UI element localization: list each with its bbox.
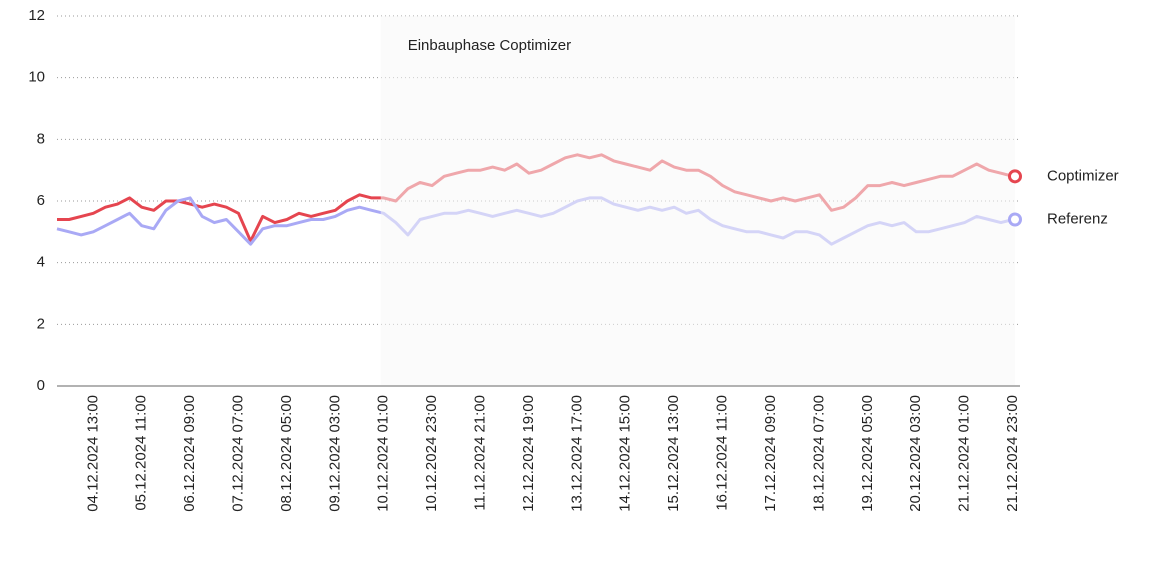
x-tick-label: 04.12.2024 13:00 bbox=[84, 395, 101, 512]
x-tick-label: 19.12.2024 05:00 bbox=[859, 395, 876, 512]
x-tick-label: 10.12.2024 23:00 bbox=[423, 395, 440, 512]
x-tick-label: 06.12.2024 09:00 bbox=[181, 395, 198, 512]
x-tick-label: 05.12.2024 11:00 bbox=[133, 395, 150, 511]
end-marker bbox=[1008, 169, 1022, 184]
x-tick-label: 14.12.2024 15:00 bbox=[617, 395, 634, 512]
x-tick-label: 12.12.2024 19:00 bbox=[520, 395, 537, 512]
x-tick-label: 11.12.2024 21:00 bbox=[472, 395, 489, 511]
x-tick-label: 08.12.2024 05:00 bbox=[278, 395, 295, 512]
x-tick-label: 17.12.2024 09:00 bbox=[762, 395, 779, 512]
legend-label: Coptimizer bbox=[1047, 167, 1119, 184]
y-tick-label: 10 bbox=[28, 69, 45, 86]
x-tick-label: 20.12.2024 03:00 bbox=[907, 395, 924, 512]
x-tick-label: 13.12.2024 17:00 bbox=[568, 395, 585, 512]
x-tick-label: 15.12.2024 13:00 bbox=[665, 395, 682, 512]
y-tick-label: 12 bbox=[28, 7, 45, 24]
x-tick-label: 21.12.2024 01:00 bbox=[956, 395, 973, 512]
end-marker bbox=[1008, 212, 1022, 227]
x-tick-label: 16.12.2024 11:00 bbox=[714, 395, 731, 511]
background-layer: 0 2 4 6 8 10 12 04.12.2024 13:00 05.12.2024 11:0… bbox=[28, 7, 1021, 512]
y-tick-label: 2 bbox=[37, 315, 45, 332]
y-tick-label: 8 bbox=[37, 130, 45, 147]
x-tick-label: 09.12.2024 03:00 bbox=[326, 395, 343, 512]
x-tick-label: 18.12.2024 07:00 bbox=[810, 395, 827, 512]
x-tick-label: 21.12.2024 23:00 bbox=[1004, 395, 1021, 512]
y-tick-label: 0 bbox=[37, 377, 45, 394]
annotation-label: Einbauphase Coptimizer bbox=[408, 37, 571, 54]
y-tick-label: 4 bbox=[37, 254, 45, 271]
y-tick-label: 6 bbox=[37, 192, 45, 209]
legend-label: Referenz bbox=[1047, 210, 1108, 227]
highlight-region bbox=[380, 16, 1015, 385]
x-tick-label: 10.12.2024 01:00 bbox=[375, 395, 392, 512]
overlay-layer: Einbauphase Coptimizer Coptimizer Referenz bbox=[380, 16, 1119, 385]
x-tick-label: 07.12.2024 07:00 bbox=[229, 395, 246, 512]
